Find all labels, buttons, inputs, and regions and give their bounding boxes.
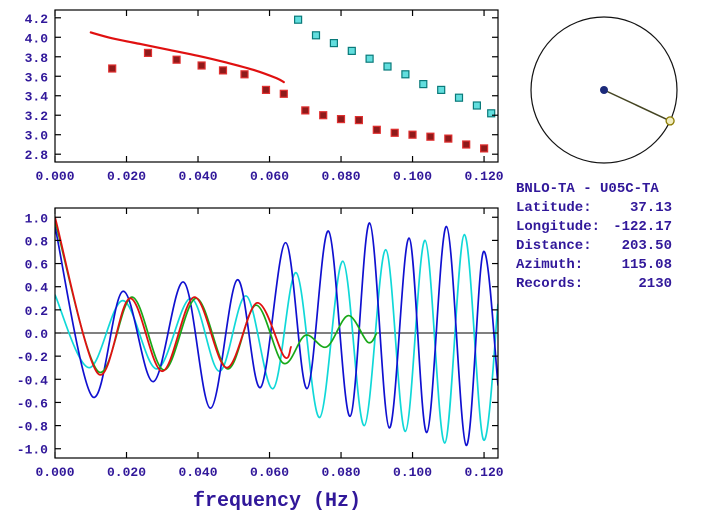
info-row-distance: Distance: 203.50: [516, 237, 672, 256]
dispersion-points-red: [108, 48, 489, 153]
x-tick-label: 0.120: [465, 465, 504, 480]
azimuth-end-marker: [665, 116, 675, 126]
info-label: Distance:: [516, 238, 592, 254]
x-tick-label: 0.040: [179, 465, 218, 480]
x-tick-label: 0.020: [107, 465, 146, 480]
info-label: Latitude:: [516, 200, 592, 216]
y-tick-label: 1.0: [25, 211, 49, 226]
station-center-dot: [600, 86, 608, 94]
waveform-red: [55, 216, 292, 376]
y-tick-label: 2.8: [25, 148, 49, 163]
y-tick-label: -0.4: [17, 373, 48, 388]
waveform-cyan: [55, 233, 498, 444]
info-row-azimuth: Azimuth: 115.08: [516, 256, 672, 275]
y-tick-label: -0.2: [17, 350, 48, 365]
y-tick-label: 0.0: [25, 327, 49, 342]
x-axis-label: frequency (Hz): [193, 490, 361, 513]
smoothed-dispersion-line: [89, 31, 285, 84]
y-tick-label: 0.2: [25, 304, 49, 319]
info-label: Longitude:: [516, 219, 601, 235]
series-group: [55, 216, 498, 447]
info-value: -122.17: [613, 219, 672, 235]
x-tick-label: 0.060: [250, 169, 289, 184]
series-group: [89, 15, 496, 153]
info-value: 115.08: [621, 257, 672, 273]
x-tick-label: 0.060: [250, 465, 289, 480]
info-row-latitude: Latitude: 37.13: [516, 199, 672, 218]
y-tick-label: 0.4: [25, 281, 49, 296]
dispersion-chart: 0.000 0.020 0.040 0.060 0.080 0.100 0.120 2.8 3.…: [25, 9, 504, 184]
y-tick-label: 0.8: [25, 234, 49, 249]
x-tick-label: 0.040: [179, 169, 218, 184]
info-label: Records:: [516, 276, 584, 292]
info-label: Azimuth:: [516, 257, 584, 273]
info-value: 37.13: [629, 200, 672, 216]
y-tick-label: -1.0: [17, 443, 48, 458]
waveform-blue: [55, 222, 498, 447]
x-tick-label: 0.080: [322, 465, 361, 480]
station-pair-title: BNLO-TA - U05C-TA: [516, 181, 659, 197]
axes: [54, 9, 499, 163]
y-tick-label: 3.6: [25, 70, 49, 85]
x-tick-label: 0.120: [465, 169, 504, 184]
y-tick-label: 3.0: [25, 129, 49, 144]
plot-frame: [54, 9, 499, 163]
x-tick-label: 0.100: [393, 465, 432, 480]
station-info-panel: BNLO-TA - U05C-TA Latitude: 37.13 Longit…: [516, 180, 672, 294]
y-tick-label: 4.0: [25, 31, 49, 46]
info-row-records: Records: 2130: [516, 275, 672, 294]
x-tick-label: 0.100: [393, 169, 432, 184]
dial-circle: [530, 16, 678, 164]
x-tick-label: 0.080: [322, 169, 361, 184]
y-tick-label: 0.6: [25, 258, 49, 273]
y-tick-label: -0.8: [17, 420, 48, 435]
y-tick-label: 3.4: [25, 90, 49, 105]
x-tick-label: 0.000: [35, 465, 74, 480]
axes: [54, 207, 499, 459]
x-tick-label: 0.020: [107, 169, 146, 184]
info-value: 203.50: [621, 238, 672, 254]
info-value: 2130: [638, 276, 672, 292]
azimuth-dial: [530, 16, 678, 164]
dispersion-points-cyan: [294, 15, 496, 118]
y-tick-label: -0.6: [17, 396, 48, 411]
x-tick-label: 0.000: [35, 169, 74, 184]
y-tick-label: 3.2: [25, 109, 49, 124]
info-row-longitude: Longitude: -122.17: [516, 218, 672, 237]
waveform-chart: frequency (Hz) 0.000 0.020 0.040 0.060 0.080…: [17, 207, 504, 513]
y-tick-label: 4.2: [25, 12, 49, 27]
y-tick-label: 3.8: [25, 51, 49, 66]
azimuth-line: [603, 89, 671, 122]
